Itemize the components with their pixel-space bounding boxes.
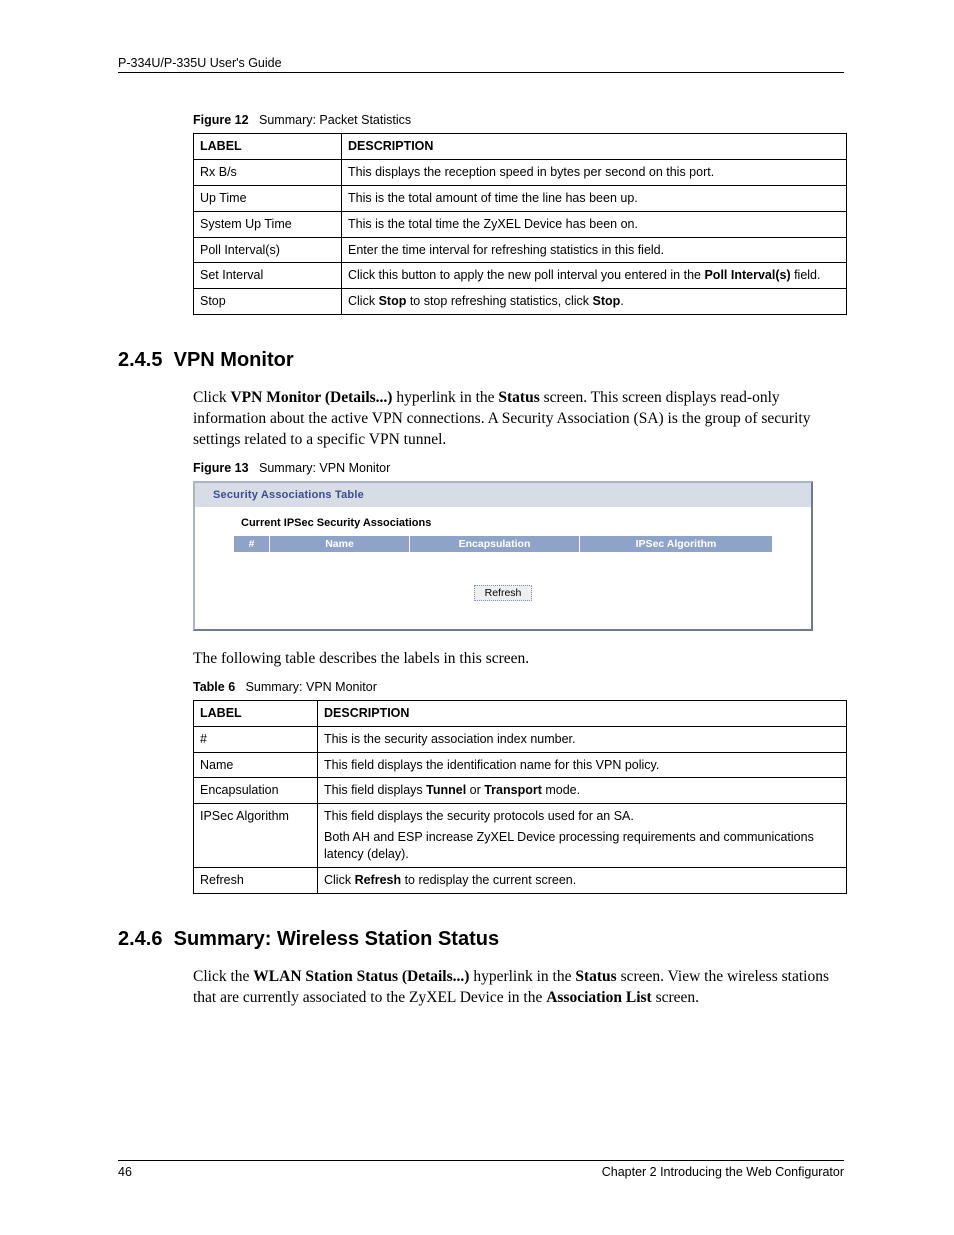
- table-row: Poll Interval(s)Enter the time interval …: [194, 237, 847, 263]
- sat-col-num: #: [234, 535, 270, 552]
- table-row: IPSec AlgorithmThis field displays the s…: [194, 804, 847, 868]
- table-6: LABEL DESCRIPTION #This is the security …: [193, 700, 847, 894]
- chapter-label: Chapter 2 Introducing the Web Configurat…: [602, 1165, 844, 1179]
- cell-label: Name: [194, 752, 318, 778]
- cell-label: Up Time: [194, 185, 342, 211]
- sat-panel-title: Security Associations Table: [195, 483, 811, 507]
- section-246-para: Click the WLAN Station Status (Details..…: [193, 967, 844, 1009]
- sat-col-name: Name: [270, 535, 410, 552]
- cell-desc: This displays the reception speed in byt…: [342, 159, 847, 185]
- sat-col-encap: Encapsulation: [410, 535, 580, 552]
- table-6-caption: Table 6 Summary: VPN Monitor: [193, 680, 844, 694]
- cell-label: Encapsulation: [194, 778, 318, 804]
- fig12-label: Figure 12: [193, 113, 249, 127]
- figure-13-screenshot: Security Associations Table Current IPSe…: [193, 481, 813, 631]
- cell-label: Refresh: [194, 867, 318, 893]
- table-row: RefreshClick Refresh to redisplay the cu…: [194, 867, 847, 893]
- header-rule: [118, 72, 844, 73]
- cell-label: IPSec Algorithm: [194, 804, 318, 868]
- section-245-para: Click VPN Monitor (Details...) hyperlink…: [193, 388, 844, 451]
- refresh-button[interactable]: Refresh: [474, 585, 533, 601]
- table-row: NameThis field displays the identificati…: [194, 752, 847, 778]
- header-guide: P-334U/P-335U User's Guide: [118, 56, 844, 70]
- table-row: #This is the security association index …: [194, 726, 847, 752]
- cell-desc: Enter the time interval for refreshing s…: [342, 237, 847, 263]
- cell-label: Set Interval: [194, 263, 342, 289]
- fig12-h1: LABEL: [194, 134, 342, 160]
- cell-label: Poll Interval(s): [194, 237, 342, 263]
- cell-desc: This field displays Tunnel or Transport …: [318, 778, 847, 804]
- cell-desc: This field displays the security protoco…: [318, 804, 847, 868]
- table-row: Rx B/sThis displays the reception speed …: [194, 159, 847, 185]
- t6-h1: LABEL: [194, 700, 318, 726]
- cell-label: Stop: [194, 289, 342, 315]
- cell-desc: This is the total time the ZyXEL Device …: [342, 211, 847, 237]
- cell-desc: This is the total amount of time the lin…: [342, 185, 847, 211]
- table-row: EncapsulationThis field displays Tunnel …: [194, 778, 847, 804]
- fig12-title: Summary: Packet Statistics: [259, 113, 411, 127]
- footer-rule: [118, 1160, 844, 1161]
- figure-13-caption: Figure 13 Summary: VPN Monitor: [193, 461, 844, 475]
- cell-label: #: [194, 726, 318, 752]
- sat-col-algo: IPSec Algorithm: [580, 535, 773, 552]
- t6-h2: DESCRIPTION: [318, 700, 847, 726]
- sat-table: # Name Encapsulation IPSec Algorithm: [233, 535, 773, 553]
- fig12-h2: DESCRIPTION: [342, 134, 847, 160]
- sat-subtitle: Current IPSec Security Associations: [195, 507, 811, 535]
- cell-desc: This is the security association index n…: [318, 726, 847, 752]
- section-246-heading: 2.4.6 Summary: Wireless Station Status: [118, 928, 844, 951]
- cell-label: System Up Time: [194, 211, 342, 237]
- cell-desc: This field displays the identification n…: [318, 752, 847, 778]
- section-245-heading: 2.4.5 VPN Monitor: [118, 349, 844, 372]
- para-after-fig13: The following table describes the labels…: [193, 649, 844, 670]
- table-row: Set IntervalClick this button to apply t…: [194, 263, 847, 289]
- table-row: StopClick Stop to stop refreshing statis…: [194, 289, 847, 315]
- figure-12-caption: Figure 12 Summary: Packet Statistics: [193, 113, 844, 127]
- page-number: 46: [118, 1165, 132, 1179]
- cell-label: Rx B/s: [194, 159, 342, 185]
- page-footer: 46 Chapter 2 Introducing the Web Configu…: [118, 1160, 844, 1179]
- table-row: Up TimeThis is the total amount of time …: [194, 185, 847, 211]
- table-row: System Up TimeThis is the total time the…: [194, 211, 847, 237]
- cell-desc: Click this button to apply the new poll …: [342, 263, 847, 289]
- cell-desc: Click Refresh to redisplay the current s…: [318, 867, 847, 893]
- figure-12-table: LABEL DESCRIPTION Rx B/sThis displays th…: [193, 133, 847, 315]
- cell-desc: Click Stop to stop refreshing statistics…: [342, 289, 847, 315]
